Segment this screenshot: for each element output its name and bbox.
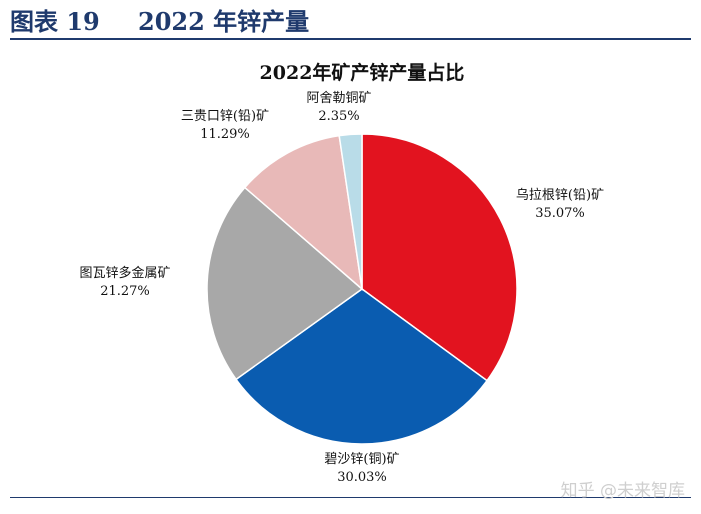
slice-value-label: 11.29%: [200, 127, 250, 142]
pie-slice: [206, 186, 364, 381]
slice-name-label: 图瓦锌多金属矿: [79, 265, 170, 281]
figure-title: 2022 年锌产量: [138, 7, 310, 36]
slice-name-label: 三贵口锌(铅)矿: [181, 109, 269, 124]
watermark: 知乎 @未来智库: [560, 481, 685, 501]
pie-chart: 2022年矿产锌产量占比 乌拉根锌(铅)矿 35.07% 碧沙锌(铜)矿 30.03%…: [0, 40, 701, 496]
pie-chart-svg: 2022年矿产锌产量占比 乌拉根锌(铅)矿 35.07% 碧沙锌(铜)矿 30.03%…: [79, 61, 604, 485]
slice-value-label: 2.35%: [318, 109, 359, 124]
chart-title: 2022年矿产锌产量占比: [260, 61, 465, 84]
slice-name-label: 阿舍勒铜矿: [306, 91, 371, 106]
figure-header: 图表 19 2022 年锌产量: [10, 0, 691, 36]
pie-slice: [243, 134, 364, 291]
slice-value-label: 35.07%: [535, 206, 585, 221]
slice-name-label: 乌拉根锌(铅)矿: [516, 187, 604, 203]
slice-value-label: 21.27%: [100, 284, 150, 299]
pie-slice: [338, 133, 363, 290]
pie-labels: 乌拉根锌(铅)矿 35.07% 碧沙锌(铜)矿 30.03% 图瓦锌多金属矿 21.27%…: [79, 91, 604, 485]
pie-slices: [206, 133, 518, 445]
pie-slice: [361, 133, 518, 382]
bottom-rule: [10, 497, 691, 498]
figure-label: 图表 19: [10, 7, 100, 36]
slice-name-label: 碧沙锌(铜)矿: [324, 452, 399, 467]
top-rule: [10, 38, 691, 40]
pie-slice: [235, 288, 489, 445]
slice-value-label: 30.03%: [337, 470, 387, 485]
